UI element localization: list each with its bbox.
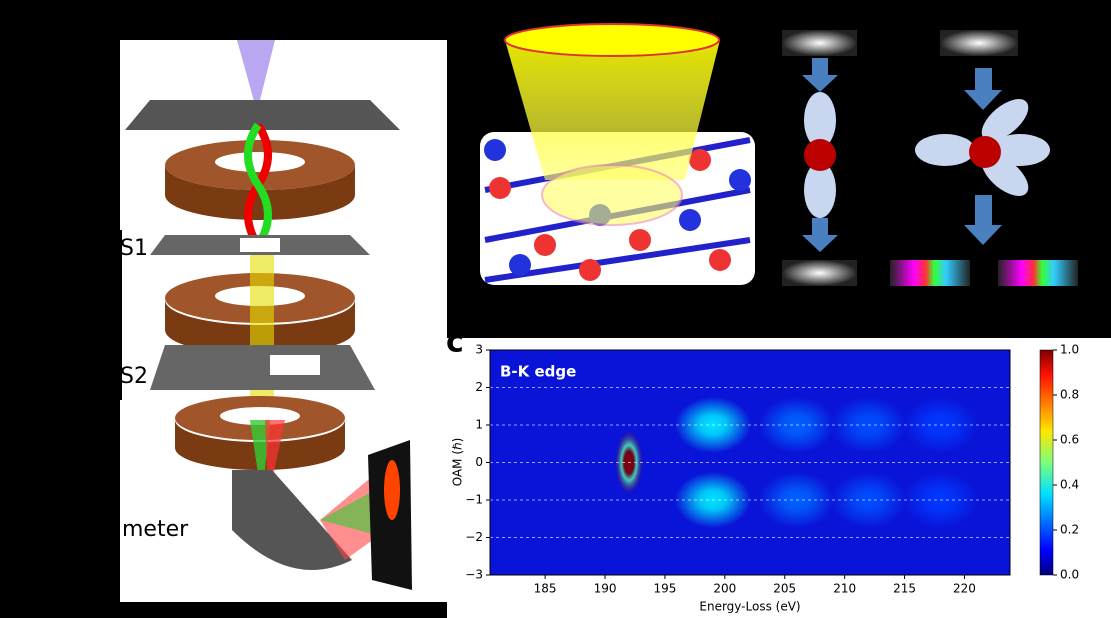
colorbar-tick-label: 0.2 — [1060, 523, 1079, 537]
axes: −3 −2 −1 0 1 2 3 185 190 195 200 205 210 215 220 0.0 0.2… — [465, 343, 1079, 596]
colorbar-tick-label: 0.8 — [1060, 388, 1079, 402]
illustration-a — [120, 40, 447, 602]
panel-label: c — [446, 325, 464, 360]
x-tick-label: 210 — [833, 582, 856, 596]
label: S1 — [120, 236, 148, 261]
chart-title: B-K edge — [500, 363, 576, 381]
y-tick-label: −2 — [465, 530, 483, 544]
colorbar-tick-label: 0.0 — [1060, 568, 1079, 582]
y-tick-label: 1 — [475, 418, 483, 432]
label: S2 — [120, 364, 148, 389]
x-tick-label: 190 — [594, 582, 617, 596]
y-tick-label: 2 — [475, 380, 483, 394]
x-tick-label: 205 — [773, 582, 796, 596]
y-tick-label: −1 — [465, 493, 483, 507]
y-axis-label: OAM (ℏ) — [451, 438, 465, 487]
x-axis-label: Energy-Loss (eV) — [699, 600, 800, 614]
colorbar-tick-label: 0.4 — [1060, 478, 1079, 492]
label: meter — [122, 517, 189, 542]
colorbar-tick-label: 0.6 — [1060, 433, 1079, 447]
y-tick-label: 0 — [475, 455, 483, 469]
illustration-b — [480, 23, 1078, 286]
colorbar — [1039, 349, 1054, 576]
x-tick-label: 220 — [953, 582, 976, 596]
x-tick-label: 185 — [534, 582, 557, 596]
y-tick-label: 3 — [475, 343, 483, 357]
y-tick-label: −3 — [465, 568, 483, 582]
x-tick-label: 200 — [713, 582, 736, 596]
x-tick-label: 215 — [893, 582, 916, 596]
colorbar-tick-label: 1.0 — [1060, 343, 1079, 357]
x-tick-label: 195 — [653, 582, 676, 596]
